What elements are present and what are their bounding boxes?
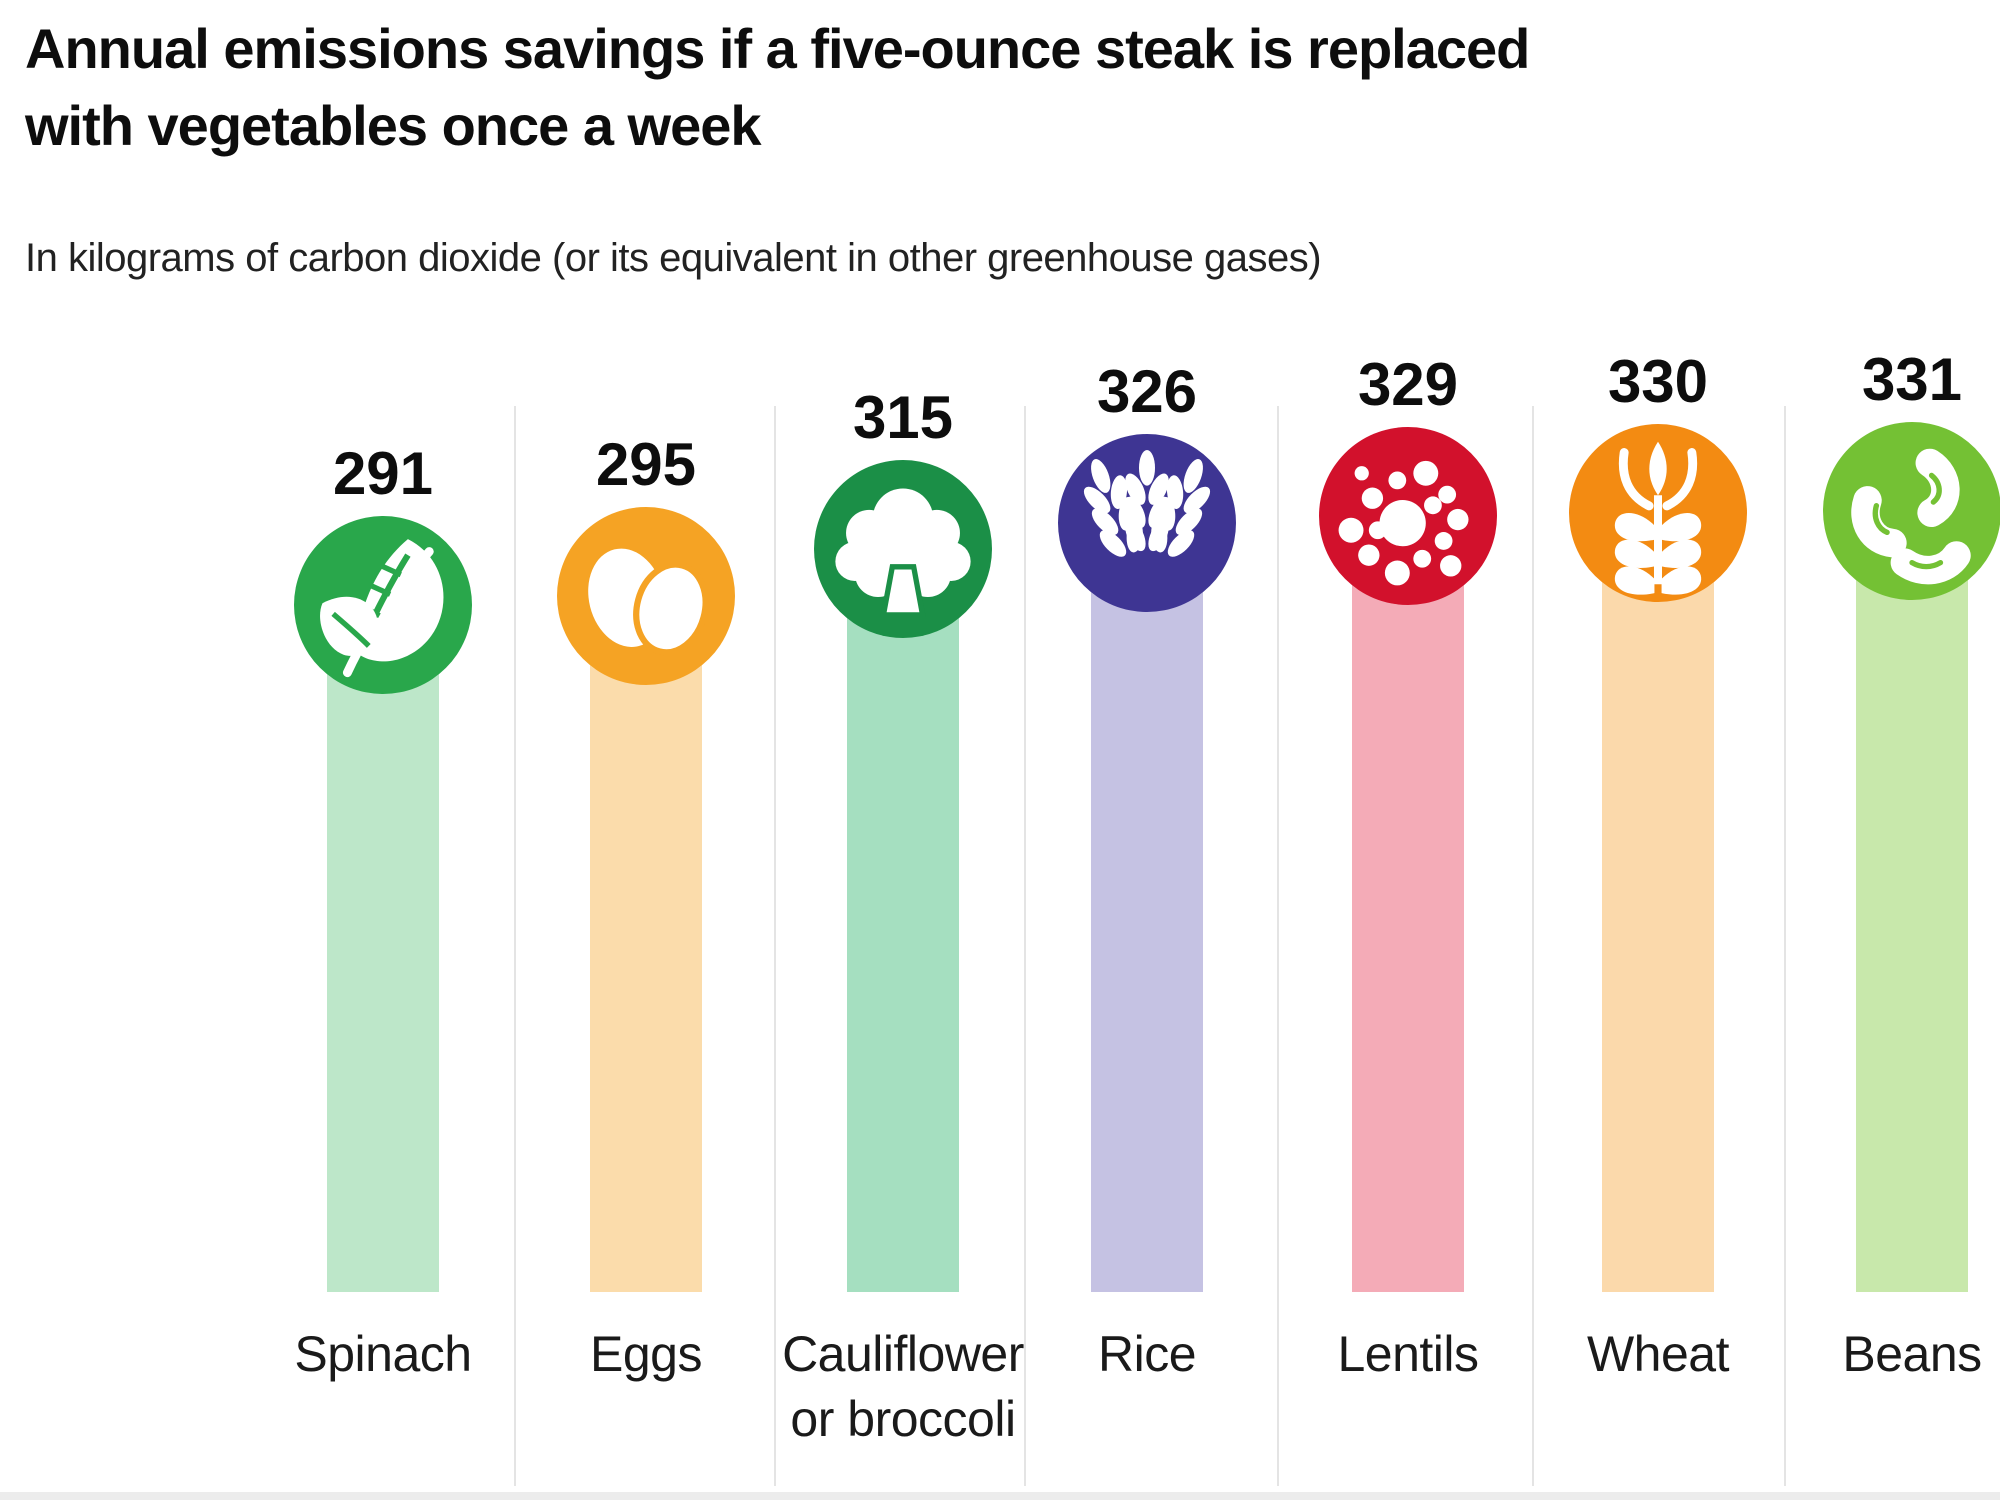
beans-icon — [1851, 448, 1971, 585]
chart-subtitle: In kilograms of carbon dioxide (or its e… — [25, 236, 1322, 280]
category-icon-circle — [1823, 421, 2000, 600]
bar — [1602, 513, 1714, 1292]
rice-icon — [1083, 449, 1211, 557]
category-icon-circle — [1569, 424, 1747, 603]
bar — [847, 548, 959, 1292]
chart-title: Annual emissions savings if a five-ounce… — [25, 17, 1530, 158]
value-label: 295 — [595, 430, 697, 498]
category-icon-circle — [557, 506, 735, 685]
lentils-icon — [1338, 460, 1469, 585]
category-icon-circle — [814, 459, 992, 638]
column-separator — [773, 406, 776, 1486]
bottom-edge-rule — [0, 1492, 2000, 1500]
broccoli-icon — [835, 488, 971, 618]
column-separator — [1276, 406, 1279, 1486]
value-label: 326 — [1096, 357, 1198, 425]
eggs-icon — [588, 548, 709, 656]
bar — [327, 605, 439, 1292]
category-icon-circle — [1058, 433, 1236, 612]
category-icon-circle — [1319, 426, 1497, 605]
category-label: Beans — [1842, 1326, 1982, 1382]
column-separator — [513, 406, 516, 1486]
value-label: 315 — [852, 383, 954, 451]
value-label: 330 — [1607, 348, 1709, 416]
category-label: Cauliflower or broccoli — [782, 1326, 1024, 1447]
leaf-icon — [320, 539, 444, 678]
column-separator — [1024, 406, 1026, 1486]
column-separator — [1784, 406, 1786, 1486]
category-label: Wheat — [1586, 1326, 1730, 1382]
category-label: Eggs — [590, 1326, 702, 1382]
column-separator — [1532, 406, 1534, 1486]
bar — [590, 595, 702, 1292]
category-label: Spinach — [294, 1326, 472, 1382]
value-label: 331 — [1861, 345, 1963, 413]
category-icon-circle — [294, 516, 472, 695]
bar — [1091, 522, 1203, 1292]
value-label: 329 — [1357, 350, 1459, 418]
value-label: 291 — [332, 440, 434, 508]
bar — [1856, 510, 1968, 1292]
bar — [1352, 515, 1464, 1292]
wheat-icon — [1614, 441, 1702, 595]
category-label: Rice — [1097, 1326, 1197, 1382]
category-label: Lentils — [1337, 1326, 1479, 1382]
